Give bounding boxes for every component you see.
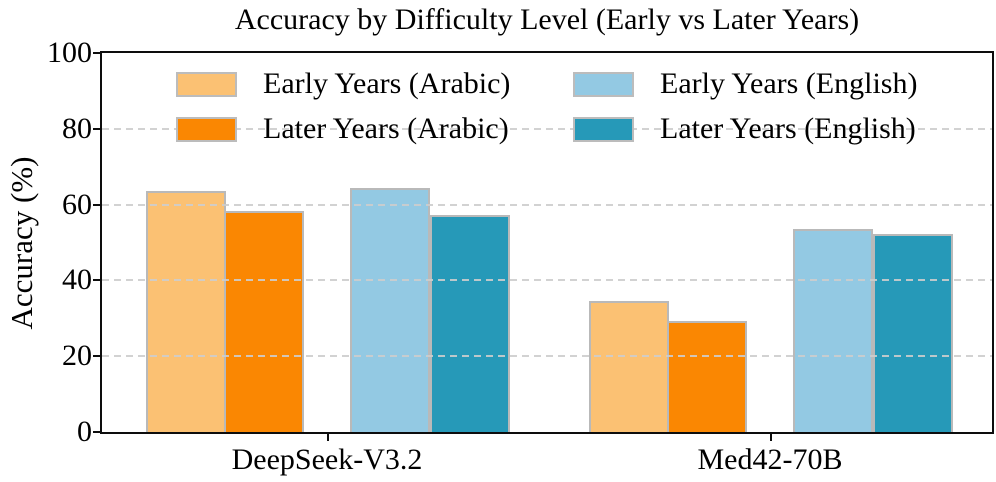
y-tick-80 <box>93 127 102 130</box>
bar-early-years-arabic-med42-70b <box>588 301 669 432</box>
bar-later-years-english-med42-70b <box>872 234 953 432</box>
legend-swatch-later-years-arabic <box>176 117 237 142</box>
bar-early-years-english-deepseek-v3-2 <box>349 187 430 432</box>
legend-label-later-years-english: Later Years (English) <box>660 112 916 145</box>
gridline-40 <box>102 279 992 282</box>
gridline-20 <box>102 355 992 358</box>
y-tick-40 <box>93 279 102 282</box>
legend-label-early-years-arabic: Early Years (Arabic) <box>263 67 511 100</box>
legend-swatch-later-years-english <box>573 117 634 142</box>
y-tick-20 <box>93 355 102 358</box>
legend-swatch-early-years-english <box>573 72 634 97</box>
bar-early-years-arabic-deepseek-v3-2 <box>145 190 226 432</box>
y-tick-label-60: 60 <box>62 187 92 221</box>
y-tick-0 <box>93 431 102 433</box>
bar-early-years-english-med42-70b <box>792 228 873 432</box>
y-tick-100 <box>93 52 102 54</box>
y-tick-label-20: 20 <box>62 339 92 373</box>
legend-swatch-early-years-arabic <box>176 72 237 97</box>
x-tick-label-med42: Med42-70B <box>697 443 843 476</box>
y-axis-label: Accuracy (%) <box>4 156 39 330</box>
legend-label-early-years-english: Early Years (English) <box>660 67 918 100</box>
y-tick-60 <box>93 203 102 206</box>
bar-later-years-arabic-med42-70b <box>666 321 747 432</box>
x-tick-med42-70b <box>769 433 772 441</box>
y-tick-label-100: 100 <box>47 36 92 69</box>
y-tick-label-80: 80 <box>62 111 92 145</box>
chart-title: Accuracy by Difficulty Level (Early vs L… <box>234 3 860 36</box>
y-tick-label-0: 0 <box>77 415 92 448</box>
x-tick-label-deepseek: DeepSeek-V3.2 <box>231 443 423 476</box>
y-tick-label-40: 40 <box>62 263 92 297</box>
bar-later-years-arabic-deepseek-v3-2 <box>223 211 304 432</box>
gridline-60 <box>102 203 992 206</box>
bar-later-years-english-deepseek-v3-2 <box>429 214 510 432</box>
plot-area <box>100 51 994 434</box>
legend-label-later-years-arabic: Later Years (Arabic) <box>263 112 509 145</box>
x-tick-deepseek-v3-2 <box>326 433 329 441</box>
gridline-80 <box>102 127 992 130</box>
